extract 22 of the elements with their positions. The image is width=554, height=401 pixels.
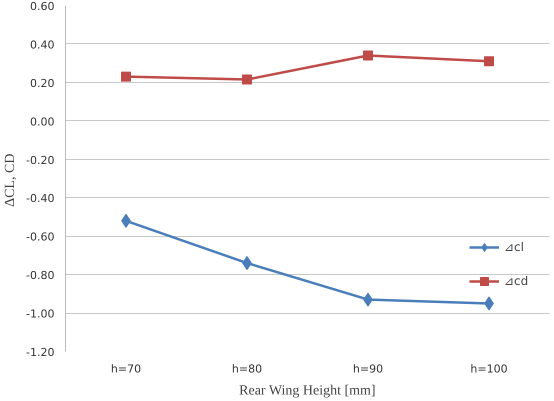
point bbox=[363, 50, 373, 60]
x-axis-title: Rear Wing Height [mm] bbox=[239, 384, 376, 398]
y-tick-label: -1.20 bbox=[26, 346, 55, 359]
y-tick-label: -0.40 bbox=[26, 192, 55, 206]
y-tick-label: -0.80 bbox=[26, 269, 55, 282]
legend-label: ⊿cd bbox=[504, 274, 528, 288]
x-tick-label: h=100 bbox=[470, 362, 508, 376]
y-tick-label: 0.60 bbox=[30, 0, 55, 13]
point bbox=[121, 72, 131, 82]
y-tick-label: 0.00 bbox=[30, 115, 55, 128]
y-tick-label: -0.60 bbox=[26, 230, 55, 244]
y-tick-label: 0.40 bbox=[30, 38, 55, 52]
legend-label: ⊿cl bbox=[504, 240, 524, 254]
y-tick-label: 0.20 bbox=[30, 76, 55, 90]
y-tick-label: -1.00 bbox=[26, 308, 55, 321]
y-axis-title: ΔCL, CD bbox=[3, 154, 18, 207]
y-tick-label: -0.20 bbox=[26, 154, 55, 167]
point bbox=[242, 74, 252, 85]
x-tick-label: h=80 bbox=[232, 362, 262, 376]
point bbox=[484, 56, 494, 66]
x-tick-label: h=70 bbox=[110, 362, 142, 376]
x-tick-label: h=90 bbox=[352, 362, 384, 376]
